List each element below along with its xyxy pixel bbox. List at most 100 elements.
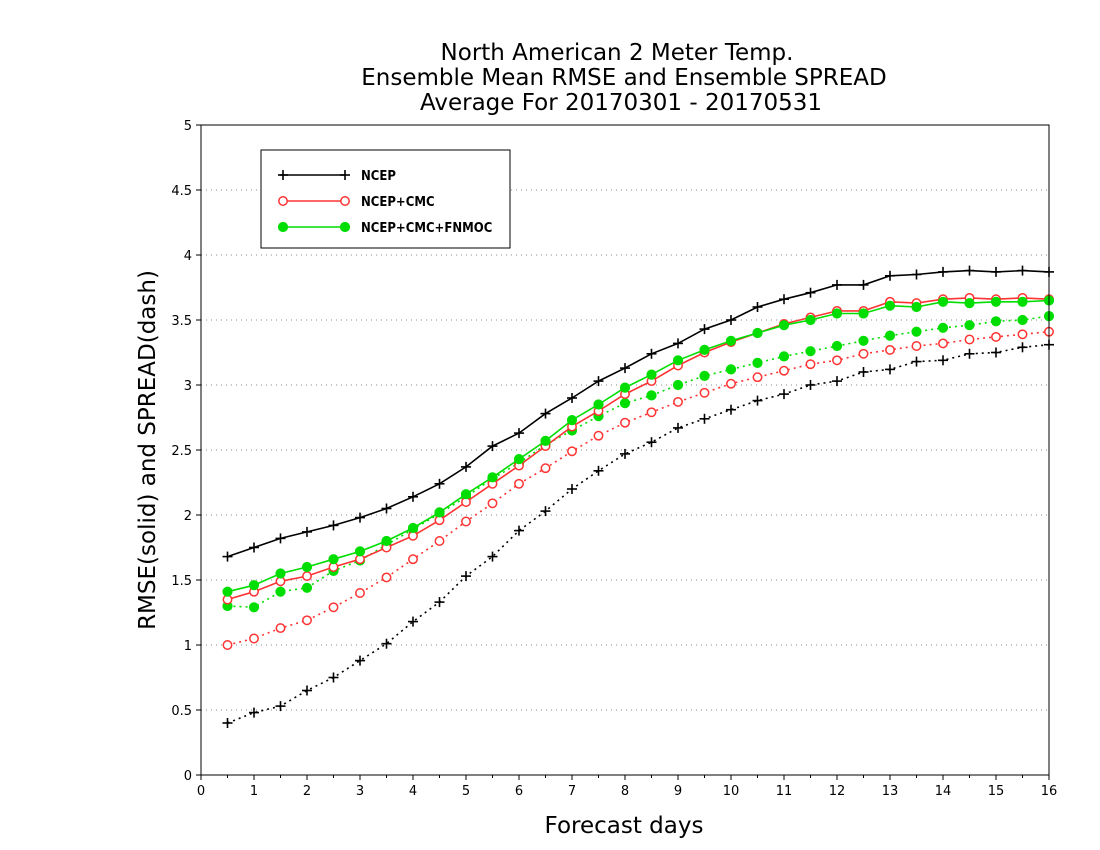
legend: NCEP NCEP+CMC NCEP+CMC+FNMOC xyxy=(260,149,511,249)
data-point xyxy=(699,413,710,424)
data-point xyxy=(355,512,365,523)
data-point xyxy=(275,586,286,597)
data-point xyxy=(805,346,816,357)
data-point xyxy=(990,316,1002,327)
data-point xyxy=(858,279,869,290)
data-point xyxy=(619,382,631,393)
data-point xyxy=(646,407,657,418)
series-ncep-cmc-spread xyxy=(222,326,1054,650)
data-point xyxy=(222,718,233,728)
data-point xyxy=(805,287,816,298)
data-point xyxy=(964,320,975,331)
x-tick-label: 4 xyxy=(409,784,417,799)
data-point xyxy=(248,580,260,591)
data-point xyxy=(831,340,843,352)
x-tick-label: 15 xyxy=(988,784,1005,799)
data-point xyxy=(832,279,842,290)
data-point xyxy=(408,616,418,627)
legend-label: NCEP+CMC xyxy=(361,195,435,210)
x-tick-label: 10 xyxy=(723,784,740,799)
legend-marker xyxy=(277,221,289,233)
data-point xyxy=(778,351,790,362)
data-point xyxy=(460,489,472,500)
x-tick-label: 0 xyxy=(197,784,205,799)
data-point xyxy=(301,582,313,593)
legend-marker xyxy=(278,170,288,180)
chart-title-line-3: Average For 20170301 - 20170531 xyxy=(420,90,822,116)
data-point xyxy=(911,326,922,337)
data-point xyxy=(991,266,1001,277)
y-tick-label: 2 xyxy=(184,509,192,524)
y-tick-label: 3 xyxy=(184,379,192,394)
legend-marker xyxy=(340,196,350,206)
x-tick-label: 16 xyxy=(1041,784,1058,799)
data-point xyxy=(620,448,630,459)
data-point xyxy=(991,331,1001,342)
data-point xyxy=(222,551,233,562)
data-point xyxy=(1017,342,1028,353)
data-point xyxy=(884,330,896,341)
data-point xyxy=(646,369,657,380)
data-point xyxy=(805,359,816,370)
data-point xyxy=(408,554,418,565)
data-point xyxy=(275,568,286,579)
data-point xyxy=(328,554,339,565)
data-point xyxy=(593,399,604,410)
legend-marker xyxy=(340,170,350,180)
data-point xyxy=(726,378,736,389)
data-point xyxy=(540,463,551,474)
y-tick-label: 1.5 xyxy=(171,574,192,589)
data-point xyxy=(858,348,869,359)
data-point xyxy=(885,344,895,355)
x-tick-label: 8 xyxy=(621,784,629,799)
data-point xyxy=(567,393,577,403)
data-point xyxy=(593,465,604,476)
data-point xyxy=(964,265,975,276)
data-point xyxy=(858,367,869,377)
series-ncep-rmse xyxy=(222,265,1054,562)
data-point xyxy=(381,535,392,547)
data-point xyxy=(328,602,339,613)
data-point xyxy=(434,536,445,546)
legend-box xyxy=(260,149,511,249)
data-point xyxy=(302,685,312,696)
chart-title-line-1: North American 2 Meter Temp. xyxy=(441,40,794,66)
x-axis-label: Forecast days xyxy=(545,813,704,839)
data-point xyxy=(1017,329,1028,340)
data-point xyxy=(1017,296,1028,307)
data-point xyxy=(673,396,683,407)
data-point xyxy=(540,435,551,446)
data-point xyxy=(593,376,604,387)
data-point xyxy=(249,633,259,644)
data-point xyxy=(938,266,948,277)
data-point xyxy=(593,430,604,441)
y-tick-label: 4.5 xyxy=(171,184,192,199)
data-point xyxy=(487,498,498,509)
data-point xyxy=(249,542,259,553)
data-point xyxy=(1017,314,1028,326)
legend-label: NCEP xyxy=(361,169,396,184)
data-point xyxy=(487,551,498,562)
data-point xyxy=(461,461,471,472)
data-point xyxy=(938,338,948,349)
data-point xyxy=(620,363,630,374)
series-ncep-cmc-fnmoc-rmse xyxy=(222,295,1055,597)
x-tick-label: 11 xyxy=(776,784,793,799)
data-point xyxy=(434,478,445,489)
data-point xyxy=(646,437,657,448)
data-point xyxy=(964,348,975,359)
data-point xyxy=(302,615,312,626)
data-point xyxy=(832,355,842,366)
data-point xyxy=(964,298,975,309)
data-point xyxy=(514,478,524,489)
data-point xyxy=(832,376,842,387)
data-point xyxy=(752,302,763,312)
data-point xyxy=(964,334,975,345)
legend-label: NCEP+CMC+FNMOC xyxy=(361,221,492,236)
axis-ticks: 00.511.522.533.544.550 1 2 3 4 5 6 7 8 9 10 11 12 13 1… xyxy=(171,119,1057,799)
x-tick-label: 7 xyxy=(568,784,576,799)
y-axis-label: RMSE(solid) and SPREAD(dash) xyxy=(135,270,161,630)
data-point xyxy=(487,472,498,483)
data-point xyxy=(726,315,736,325)
